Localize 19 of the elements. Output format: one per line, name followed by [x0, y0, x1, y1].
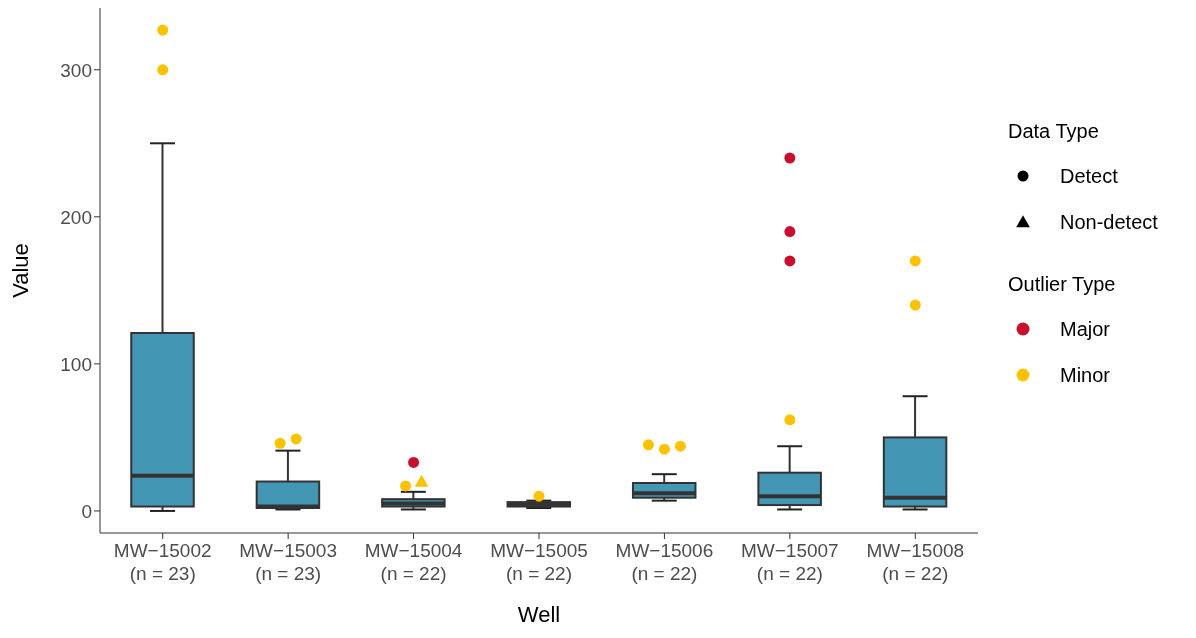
- legend-label: Major: [1060, 317, 1111, 341]
- legend-title: Outlier Type: [1008, 273, 1117, 296]
- text: Detect: [1060, 164, 1118, 188]
- x-tick-label: MW−15008 (n = 22): [866, 540, 965, 584]
- y-tick-label: 200: [60, 206, 92, 228]
- x-tick-label: MW−15003 (n = 23): [239, 540, 337, 584]
- x-axis-title: Well: [517, 602, 561, 627]
- x-tick-label: MW−15004 (n = 22): [364, 540, 463, 584]
- y-tick-label: 0: [81, 500, 92, 522]
- text: Data Type: [1008, 120, 1100, 143]
- x-tick-label: MW−15005 (n = 22): [490, 540, 588, 584]
- legend-label: Minor: [1060, 363, 1111, 387]
- y-tick-label: 100: [60, 353, 92, 375]
- y-axis-title: Value: [7, 243, 33, 298]
- y-tick-label: 300: [60, 59, 92, 81]
- text: Non-detect: [1060, 210, 1158, 234]
- x-tick-label: MW−15007 (n = 22): [741, 540, 839, 584]
- x-tick-label: MW−15002 (n = 23): [113, 540, 212, 584]
- x-tick-label: MW−15006 (n = 22): [615, 540, 714, 584]
